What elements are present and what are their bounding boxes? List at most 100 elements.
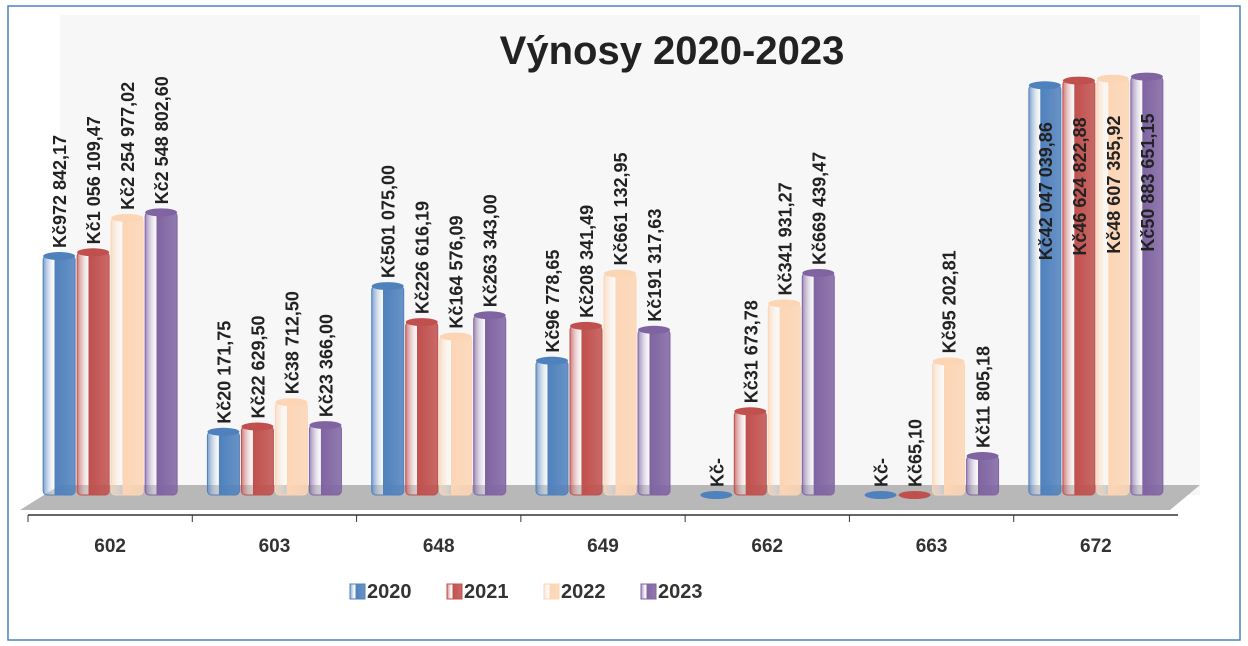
back-wall [60, 15, 1200, 495]
bar-body [308, 424, 342, 496]
bar [1096, 74, 1130, 496]
bar-cap [1096, 74, 1129, 83]
bar [144, 208, 178, 496]
bar-cap [43, 252, 76, 261]
data-label: Kč669 439,47 [809, 152, 829, 265]
data-label: Kč23 366,00 [316, 314, 336, 417]
bar-body [240, 426, 274, 496]
bar-body [439, 336, 473, 496]
bar-cap [536, 356, 568, 365]
data-label: Kč208 341,49 [577, 205, 597, 318]
bar-cap [405, 318, 438, 327]
bar-cap [1028, 81, 1061, 90]
bar-cap [473, 311, 506, 320]
bar-body [110, 217, 144, 496]
data-label: Kč50 883 651,15 [1138, 114, 1158, 252]
bar [801, 268, 835, 496]
bar [308, 421, 342, 496]
x-tick-label: 648 [423, 536, 455, 557]
bar-body [206, 431, 240, 496]
bar-cap [700, 491, 733, 499]
data-label: Kč164 576,09 [447, 215, 467, 328]
data-label: Kč1 056 109,47 [84, 116, 104, 244]
chart-title: Výnosy 2020-2023 [500, 29, 845, 73]
data-label: Kč48 607 355,92 [1104, 116, 1124, 254]
data-label: Kč46 624 822,88 [1070, 117, 1090, 255]
bar-cap [734, 407, 767, 416]
bar-cap [145, 208, 178, 217]
bar-cap [570, 321, 602, 330]
bar-cap [371, 282, 404, 291]
data-label: Kč2 548 802,60 [152, 76, 172, 204]
bar-body [144, 211, 178, 496]
data-label: Kč42 047 039,86 [1036, 122, 1056, 260]
bar [569, 321, 603, 496]
bar-cap [932, 357, 965, 366]
bar-body [274, 401, 308, 496]
bar-cap [1130, 72, 1163, 81]
bar [700, 491, 733, 499]
bar-body [637, 329, 671, 496]
legend-swatch [640, 583, 657, 600]
bar [733, 407, 767, 496]
legend-label: 2021 [464, 581, 509, 603]
bar [42, 252, 76, 496]
data-label: Kč972 842,17 [50, 135, 70, 248]
x-tick-label: 662 [751, 536, 783, 557]
bar [76, 248, 110, 496]
data-label: Kč263 343,00 [481, 194, 501, 307]
x-tick-label: 649 [587, 536, 619, 557]
legend-label: 2022 [561, 581, 606, 603]
bar [473, 311, 507, 496]
legend-swatch [543, 583, 560, 600]
bar-cap [241, 422, 274, 431]
bar [637, 325, 671, 496]
bar [1130, 72, 1164, 496]
data-label: Kč31 673,78 [741, 300, 761, 403]
bar-body [371, 285, 405, 496]
bar-body [42, 255, 76, 496]
bar-body [966, 455, 1000, 496]
bar-body [603, 273, 637, 496]
bar-body [801, 272, 835, 496]
bar-cap [638, 325, 670, 334]
bar-body [535, 360, 569, 496]
legend-label: 2020 [367, 581, 412, 603]
bar [603, 269, 637, 496]
bar [1062, 76, 1096, 496]
bar [439, 332, 473, 496]
data-label: Kč341 931,27 [775, 182, 795, 295]
bar-cap [802, 268, 835, 277]
bar [1028, 81, 1062, 496]
data-label: Kč661 132,95 [611, 152, 631, 265]
bar [535, 356, 569, 496]
bar-body [932, 360, 966, 496]
bar-cap [966, 452, 999, 461]
bar-body [76, 251, 110, 496]
data-label: Kč96 778,65 [543, 250, 563, 353]
legend-swatch [349, 583, 366, 600]
bar-body [473, 314, 507, 496]
bar-cap [439, 332, 472, 341]
data-label: Kč191 317,63 [645, 209, 665, 322]
bar-cap [864, 491, 897, 499]
bar [240, 422, 274, 496]
bar-cap [111, 213, 144, 222]
bar [405, 318, 439, 496]
data-label: Kč- [872, 458, 892, 487]
data-label: Kč95 202,81 [940, 250, 960, 353]
bar [898, 491, 931, 499]
bar-body [733, 410, 767, 496]
bar [864, 491, 897, 499]
bar-cap [1062, 76, 1095, 85]
bar-body [767, 302, 801, 496]
data-label: Kč501 075,00 [379, 165, 399, 278]
bar [371, 282, 405, 496]
data-label: Kč22 629,50 [248, 315, 268, 418]
x-tick-label: 663 [916, 536, 948, 557]
bar-cap [77, 248, 110, 257]
data-label: Kč2 254 977,02 [118, 82, 138, 210]
bar-cap [275, 398, 308, 407]
data-label: Kč11 805,18 [974, 346, 994, 448]
bar [110, 213, 144, 496]
